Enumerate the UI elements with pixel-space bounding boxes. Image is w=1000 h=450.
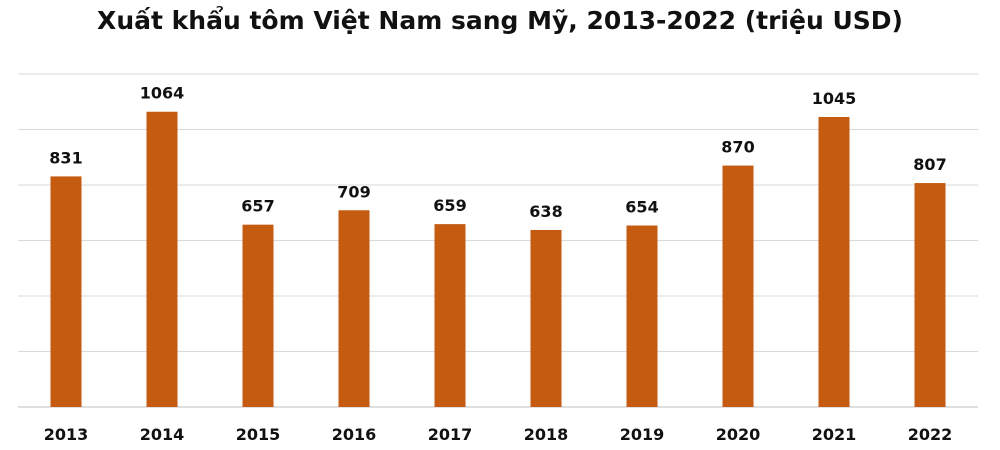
x-tick-2022: 2022 (908, 425, 953, 444)
bar-2016 (338, 210, 370, 407)
x-tick-2013: 2013 (44, 425, 89, 444)
x-tick-2019: 2019 (620, 425, 665, 444)
data-labels: 831 1064 657 709 659 638 654 870 1045 807 (49, 84, 946, 221)
bar-2018 (530, 229, 562, 407)
gridlines (18, 73, 978, 408)
x-tick-2017: 2017 (428, 425, 473, 444)
data-label-2020: 870 (721, 138, 754, 157)
bar-2019 (626, 225, 658, 407)
data-label-2016: 709 (337, 182, 370, 201)
x-tick-2015: 2015 (236, 425, 281, 444)
x-tick-2021: 2021 (812, 425, 857, 444)
x-tick-2016: 2016 (332, 425, 377, 444)
data-label-2019: 654 (625, 198, 658, 217)
bar-2013 (50, 176, 82, 407)
bar-2022 (914, 183, 946, 407)
data-label-2021: 1045 (812, 89, 857, 108)
data-label-2022: 807 (913, 155, 946, 174)
x-tick-2020: 2020 (716, 425, 761, 444)
x-tick-labels: 2013 2014 2015 2016 2017 2018 2019 2020 2021 2022 (44, 425, 953, 444)
data-label-2017: 659 (433, 196, 466, 215)
bar-2021 (818, 117, 850, 407)
bar-2014 (146, 111, 178, 408)
bars (50, 111, 946, 408)
data-label-2014: 1064 (140, 84, 185, 103)
bar-2017 (434, 224, 466, 407)
bar-2020 (722, 165, 754, 407)
data-label-2015: 657 (241, 197, 274, 216)
data-label-2018: 638 (529, 202, 562, 221)
x-tick-2018: 2018 (524, 425, 569, 444)
chart-title: Xuất khẩu tôm Việt Nam sang Mỹ, 2013-202… (97, 6, 903, 35)
x-tick-2014: 2014 (140, 425, 185, 444)
data-label-2013: 831 (49, 148, 82, 167)
bar-2015 (242, 224, 274, 407)
